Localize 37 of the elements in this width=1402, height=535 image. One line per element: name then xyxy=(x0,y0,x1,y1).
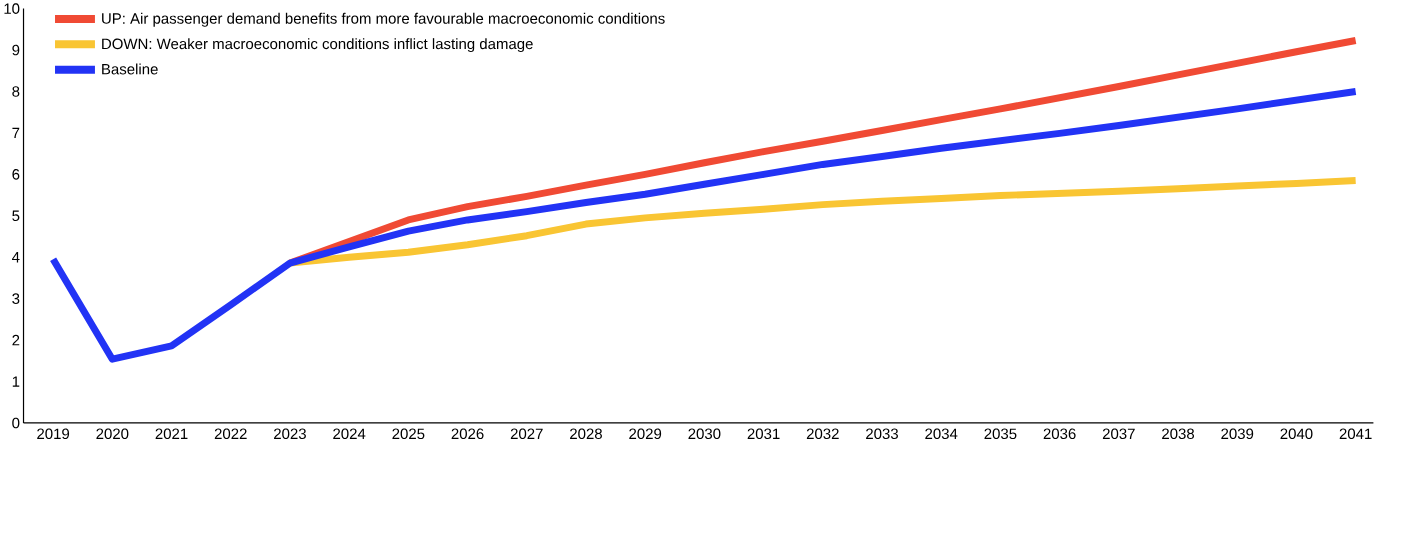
x-tick-label: 2037 xyxy=(1102,428,1135,440)
x-tick-label: 2038 xyxy=(1162,428,1195,440)
x-tick-label: 2036 xyxy=(1043,428,1076,440)
y-tick-label: 5 xyxy=(12,210,20,222)
x-tick-label: 2024 xyxy=(333,428,366,440)
y-tick-label: 4 xyxy=(12,252,20,263)
legend-label: UP: Air passenger demand benefits from more favourable macroeconomic conditions xyxy=(102,12,665,27)
y-tick-label: 3 xyxy=(12,293,20,305)
x-tick-label: 2040 xyxy=(1280,428,1313,440)
x-tick-label: 2039 xyxy=(1221,428,1254,440)
x-tick-label: 2041 xyxy=(1339,428,1372,440)
x-tick-label: 2029 xyxy=(629,428,662,440)
x-tick-label: 2035 xyxy=(984,428,1017,440)
x-tick-label: 2023 xyxy=(274,428,306,440)
y-tick-label: 2 xyxy=(12,334,20,346)
y-tick-label: 1 xyxy=(12,376,20,387)
x-tick-label: 2030 xyxy=(688,428,721,440)
y-tick-label: 10 xyxy=(4,3,20,14)
x-tick-label: 2021 xyxy=(155,428,188,440)
x-tick-label: 2022 xyxy=(214,428,247,440)
x-tick-label: 2025 xyxy=(392,428,425,440)
x-tick-label: 2026 xyxy=(451,428,484,440)
y-tick-label: 9 xyxy=(12,44,20,56)
y-tick-label: 0 xyxy=(12,417,20,429)
x-tick-label: 2019 xyxy=(37,428,70,440)
x-tick-label: 2020 xyxy=(96,428,129,440)
y-tick-label: 8 xyxy=(12,86,20,97)
legend-label: Baseline xyxy=(102,63,158,75)
x-tick-label: 2034 xyxy=(925,428,958,440)
x-tick-label: 2032 xyxy=(806,428,839,440)
x-tick-label: 2028 xyxy=(570,428,602,440)
y-tick-label: 7 xyxy=(12,127,20,139)
y-tick-label: 6 xyxy=(12,169,20,180)
x-tick-label: 2031 xyxy=(747,428,780,440)
x-tick-label: 2033 xyxy=(866,428,898,440)
legend-label: DOWN: Weaker macroeconomic conditions inflict lasting damage xyxy=(102,38,533,53)
x-tick-label: 2027 xyxy=(510,428,543,440)
